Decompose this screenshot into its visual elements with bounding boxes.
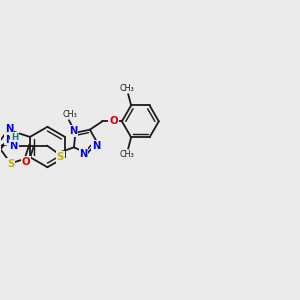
Text: H: H [11, 133, 18, 142]
Text: N: N [80, 149, 88, 159]
Text: CH₃: CH₃ [62, 110, 77, 119]
Text: N: N [5, 135, 13, 145]
Text: O: O [109, 116, 118, 126]
Text: CH₃: CH₃ [119, 150, 134, 159]
Text: H: H [11, 134, 18, 142]
Text: S: S [56, 152, 64, 162]
Text: N: N [5, 124, 14, 134]
Text: S: S [7, 159, 14, 169]
Text: N: N [92, 141, 100, 151]
Text: CH₃: CH₃ [119, 84, 134, 93]
Text: O: O [22, 157, 30, 167]
Text: N: N [69, 126, 77, 136]
Text: N: N [10, 140, 18, 151]
